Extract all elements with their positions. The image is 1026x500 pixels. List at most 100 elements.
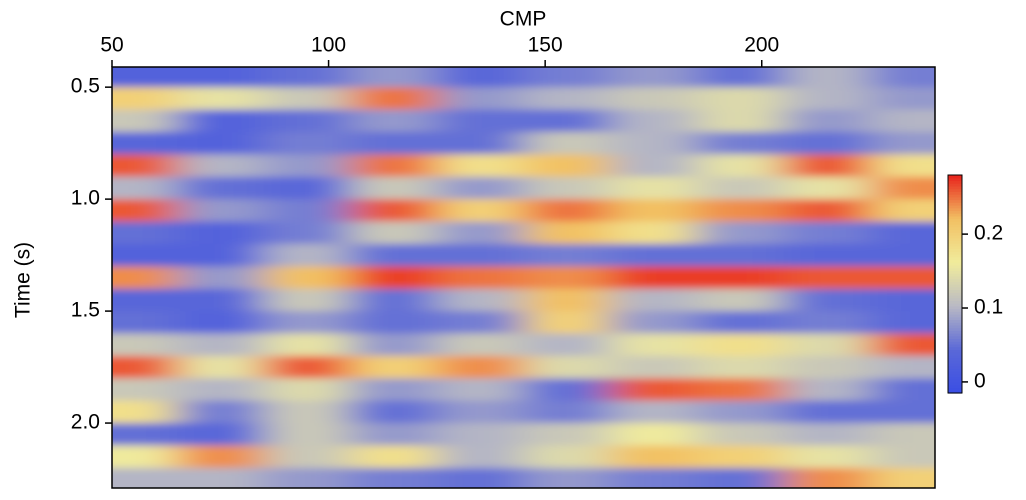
- colorbar-step: [948, 384, 962, 389]
- colorbar-step: [948, 324, 962, 329]
- heat-cell: [523, 176, 611, 200]
- heat-cell: [112, 154, 178, 178]
- heat-cell: [523, 131, 611, 155]
- heat-cell: [350, 87, 438, 111]
- heat-cell: [870, 355, 935, 379]
- heat-cell: [350, 176, 438, 200]
- heat-cell: [263, 131, 351, 155]
- heat-cell: [263, 423, 351, 446]
- heat-cell: [696, 221, 784, 245]
- colorbar-step: [948, 264, 962, 269]
- heat-cell: [176, 467, 265, 488]
- heat-cell: [263, 243, 351, 267]
- colorbar-step: [948, 270, 962, 274]
- y-axis-title: Time (s): [12, 242, 35, 318]
- heat-cell: [870, 445, 935, 469]
- colorbar-step: [948, 278, 962, 282]
- heat-cell: [783, 378, 871, 402]
- colorbar-step: [948, 357, 962, 361]
- heat-cell: [523, 333, 611, 357]
- heat-cell: [176, 445, 265, 469]
- heat-cell: [436, 154, 524, 178]
- heat-cell: [696, 243, 784, 267]
- heat-cell: [112, 266, 178, 290]
- heat-cell: [112, 221, 178, 245]
- heat-cell: [783, 355, 871, 379]
- heat-cell: [870, 176, 935, 200]
- heat-cell: [523, 109, 611, 133]
- heat-cell: [610, 423, 698, 446]
- heat-cell: [176, 311, 265, 334]
- colorbar-tick-label: 0.1: [974, 296, 1003, 319]
- heat-cell: [263, 333, 351, 357]
- colorbar-step: [948, 256, 962, 261]
- colorbar-step: [948, 346, 962, 350]
- heat-cell: [783, 109, 871, 133]
- heat-cell: [870, 423, 935, 446]
- colorbar-step: [948, 390, 962, 394]
- heat-cell: [176, 221, 265, 245]
- heat-cell: [176, 400, 265, 424]
- colorbar-step: [948, 218, 962, 222]
- heat-cell: [436, 176, 524, 200]
- heat-cell: [783, 131, 871, 155]
- colorbar-step: [948, 349, 962, 353]
- colorbar-step: [948, 259, 962, 263]
- colorbar-step: [948, 281, 962, 285]
- colorbar-step: [948, 267, 962, 271]
- y-tick-label: 2.0: [71, 411, 100, 434]
- heat-cell: [783, 467, 871, 488]
- colorbar-step: [948, 215, 962, 220]
- heat-cell: [696, 311, 784, 334]
- heat-cell: [112, 288, 178, 312]
- heat-cell: [696, 378, 784, 402]
- heat-cell: [696, 400, 784, 424]
- heat-cell: [112, 467, 178, 488]
- heat-cell: [350, 109, 438, 133]
- heat-cell: [523, 423, 611, 446]
- heat-cell: [783, 199, 871, 223]
- heat-cell: [176, 355, 265, 379]
- colorbar-step: [948, 387, 962, 391]
- heat-cell: [696, 176, 784, 200]
- heat-cell: [436, 243, 524, 267]
- heat-cell: [610, 311, 698, 334]
- colorbar-step: [948, 224, 962, 228]
- heat-cell: [263, 400, 351, 424]
- colorbar-step: [948, 330, 962, 334]
- colorbar-step: [948, 248, 962, 252]
- heat-cell: [870, 333, 935, 357]
- heat-cell: [783, 445, 871, 469]
- heat-cell: [112, 67, 178, 88]
- heat-cell: [176, 131, 265, 155]
- heat-cell: [176, 87, 265, 111]
- x-tick-label: 150: [528, 34, 563, 57]
- heat-cell: [783, 423, 871, 446]
- heat-cell: [350, 266, 438, 290]
- heat-cell: [783, 154, 871, 178]
- heatmap: [112, 67, 935, 488]
- colorbar-step: [948, 373, 962, 378]
- x-tick-label: 200: [744, 34, 779, 57]
- colorbar-step: [948, 292, 962, 296]
- heat-cell: [436, 87, 524, 111]
- heat-cell: [870, 87, 935, 111]
- heat-cell: [350, 445, 438, 469]
- heat-cell: [263, 109, 351, 133]
- heat-cell: [783, 288, 871, 312]
- heat-cell: [263, 67, 351, 88]
- heat-cell: [610, 154, 698, 178]
- heat-cell: [350, 67, 438, 88]
- heat-cell: [696, 288, 784, 312]
- colorbar-step: [948, 229, 962, 233]
- heat-cell: [696, 355, 784, 379]
- colorbar-step: [948, 294, 962, 299]
- colorbar-step: [948, 300, 962, 304]
- heat-cell: [870, 311, 935, 334]
- colorbar-step: [948, 210, 962, 214]
- heat-cell: [112, 243, 178, 267]
- x-tick-label: 100: [311, 34, 346, 57]
- colorbar-step: [948, 297, 962, 301]
- x-axis-title: CMP: [500, 8, 547, 31]
- heat-cell: [870, 266, 935, 290]
